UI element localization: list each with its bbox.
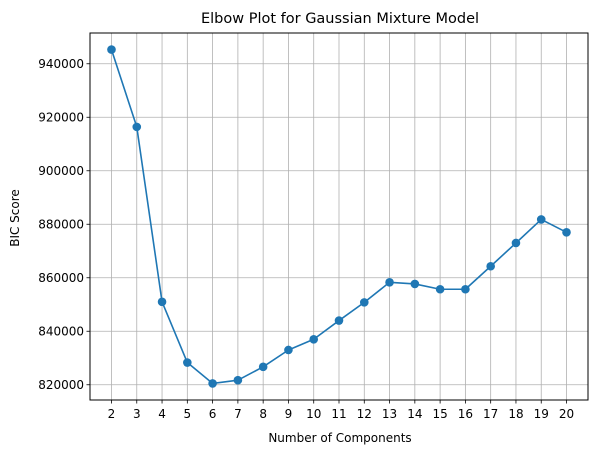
data-point xyxy=(486,261,495,271)
y-tick-label: 840000 xyxy=(38,325,84,339)
data-point xyxy=(334,316,344,325)
x-tick-label: 8 xyxy=(259,407,267,421)
data-point xyxy=(359,298,369,307)
data-point xyxy=(107,45,116,54)
x-tick-label: 7 xyxy=(234,407,242,421)
chart-title: Elbow Plot for Gaussian Mixture Model xyxy=(201,11,479,27)
data-point xyxy=(233,375,243,385)
x-tick-label: 18 xyxy=(508,407,523,421)
x-tick-label: 16 xyxy=(458,407,473,421)
x-axis-label: Number of Components xyxy=(268,431,411,445)
data-point xyxy=(183,358,192,367)
x-tick-label: 10 xyxy=(306,407,321,421)
x-tick-label: 4 xyxy=(158,407,166,421)
data-point xyxy=(536,215,546,224)
x-tick-label: 6 xyxy=(209,407,217,421)
x-tick-label: 9 xyxy=(285,407,293,421)
x-tick-label: 20 xyxy=(559,407,574,421)
x-tick-label: 5 xyxy=(184,407,192,421)
data-point xyxy=(385,278,394,287)
y-axis-label: BIC Score xyxy=(8,189,22,247)
data-point xyxy=(435,284,445,294)
y-tick-label: 880000 xyxy=(38,218,84,232)
grid-lines xyxy=(90,33,588,400)
data-point xyxy=(157,297,167,307)
data-point xyxy=(258,362,268,372)
data-point xyxy=(410,279,420,289)
y-tick-label: 860000 xyxy=(38,271,84,285)
y-tick-label: 940000 xyxy=(38,57,84,71)
data-point xyxy=(511,238,521,248)
x-tick-label: 17 xyxy=(483,407,498,421)
data-point xyxy=(461,284,470,294)
x-tick-label: 2 xyxy=(108,407,116,421)
data-point xyxy=(284,345,293,355)
x-tick-label: 14 xyxy=(407,407,422,421)
series-layer xyxy=(107,45,571,388)
x-tick-label: 12 xyxy=(357,407,372,421)
x-tick-label: 11 xyxy=(331,407,346,421)
y-tick-label: 820000 xyxy=(38,378,84,392)
data-point xyxy=(208,379,217,388)
x-tick-label: 15 xyxy=(432,407,447,421)
x-tick-label: 13 xyxy=(382,407,397,421)
data-point xyxy=(562,227,571,237)
y-axis-ticks: 820000 840000 860000 880000 900000 920000 9400… xyxy=(38,57,90,392)
y-tick-label: 900000 xyxy=(38,164,84,178)
y-tick-label: 920000 xyxy=(38,111,84,125)
data-point xyxy=(309,334,319,344)
x-tick-label: 19 xyxy=(534,407,549,421)
x-axis-ticks: 2 3 4 5 6 7 8 9 10 11 12 13 14 15 16 17 18 19 20 xyxy=(108,400,574,421)
x-tick-label: 3 xyxy=(133,407,141,421)
data-point xyxy=(132,122,142,132)
